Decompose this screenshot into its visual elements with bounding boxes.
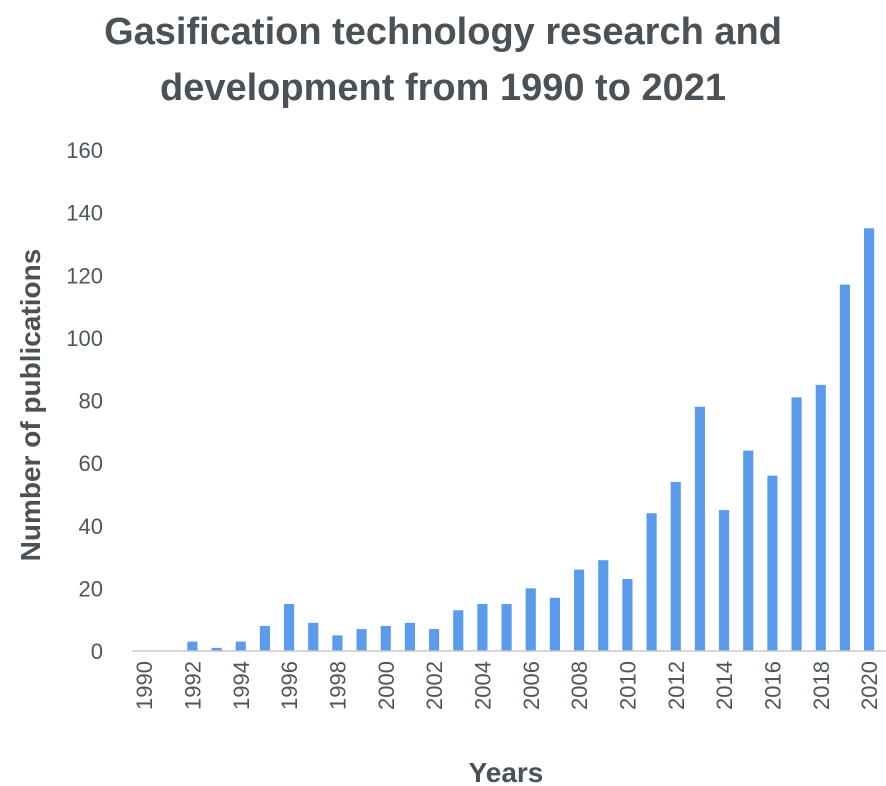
x-tick-label: 2004 xyxy=(470,661,495,710)
x-tick-label: 2008 xyxy=(567,661,592,710)
x-tick-label: 2012 xyxy=(664,661,689,710)
x-axis-ticks: 1990 1992 1994 1996 1998 2000 2002 2004 2006 2008… xyxy=(132,661,882,710)
bar-2017 xyxy=(791,397,802,651)
bar-2007 xyxy=(549,597,560,651)
bar-1992 xyxy=(187,641,198,651)
y-axis-title: Number of publications xyxy=(15,249,46,562)
x-tick-label: 2014 xyxy=(712,661,737,710)
y-tick-label: 40 xyxy=(79,514,103,539)
bar-2012 xyxy=(670,481,681,651)
bar-2009 xyxy=(598,560,609,651)
y-tick-label: 140 xyxy=(66,201,103,226)
y-tick-label: 160 xyxy=(66,138,103,163)
y-tick-label: 20 xyxy=(79,576,103,601)
bar-2006 xyxy=(525,588,536,651)
y-tick-label: 60 xyxy=(79,451,103,476)
bar-2020 xyxy=(864,228,875,651)
x-tick-label: 1994 xyxy=(229,661,254,710)
bar-1998 xyxy=(332,635,343,651)
bar-2018 xyxy=(815,384,826,651)
bar-2000 xyxy=(380,625,391,651)
x-tick-label: 1996 xyxy=(277,661,302,710)
bar-1994 xyxy=(235,641,246,651)
y-tick-label: 100 xyxy=(66,326,103,351)
bar-2011 xyxy=(646,513,657,651)
chart-title: Gasification technology research and dev… xyxy=(0,4,886,116)
bar-1993 xyxy=(211,647,222,651)
x-tick-label: 2006 xyxy=(519,661,544,710)
x-tick-label: 1998 xyxy=(325,661,350,710)
bars xyxy=(187,228,875,651)
y-tick-label: 80 xyxy=(79,389,103,414)
bar-2002 xyxy=(429,629,440,651)
x-tick-label: 2016 xyxy=(760,661,785,710)
bar-2008 xyxy=(574,569,585,651)
y-tick-label: 0 xyxy=(91,639,103,664)
bar-2019 xyxy=(839,284,850,651)
bar-2003 xyxy=(453,610,464,651)
x-tick-label: 2018 xyxy=(809,661,834,710)
chart-title-line-2: development from 1990 to 2021 xyxy=(160,67,726,109)
bar-1997 xyxy=(308,622,319,651)
bar-2005 xyxy=(501,604,512,651)
x-axis-title: Years xyxy=(469,757,544,786)
bar-2004 xyxy=(477,604,488,651)
bar-1999 xyxy=(356,629,367,651)
x-tick-label: 1990 xyxy=(132,661,157,710)
x-tick-label: 1992 xyxy=(180,661,205,710)
bar-2001 xyxy=(404,622,415,651)
chart-title-line-1: Gasification technology research and xyxy=(104,11,782,53)
bar-1996 xyxy=(284,604,295,651)
bar-2015 xyxy=(743,450,754,651)
x-tick-label: 2010 xyxy=(615,661,640,710)
x-tick-label: 2002 xyxy=(422,661,447,710)
y-axis-ticks: 0 20 40 60 80 100 120 140 160 xyxy=(66,138,103,664)
bar-1995 xyxy=(259,625,270,651)
bar-2016 xyxy=(767,475,778,651)
x-tick-label: 2020 xyxy=(857,661,882,710)
bar-2014 xyxy=(719,510,730,651)
x-tick-label: 2000 xyxy=(374,661,399,710)
bar-2010 xyxy=(622,578,633,651)
y-tick-label: 120 xyxy=(66,263,103,288)
bar-2013 xyxy=(694,406,705,651)
